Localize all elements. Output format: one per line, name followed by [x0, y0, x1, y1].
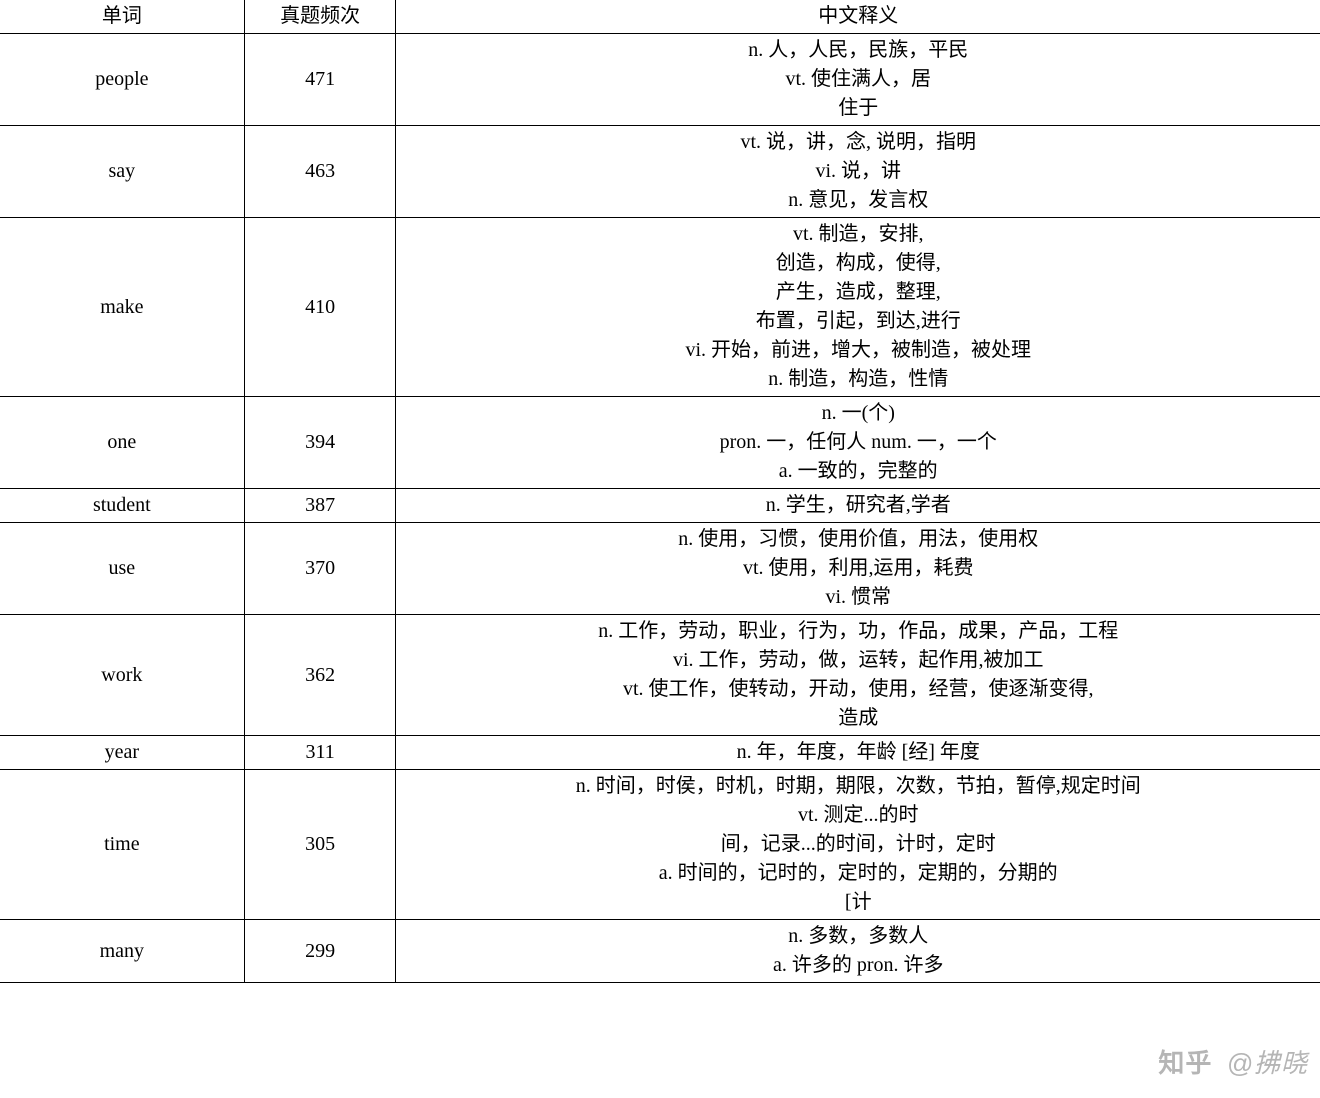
table-row: student387n. 学生，研究者,学者: [0, 489, 1320, 523]
watermark: 知乎 @拂晓: [1158, 1043, 1308, 1080]
def-line: vt. 制造，安排,: [399, 220, 1317, 249]
table-row: people471n. 人，人民，民族，平民vt. 使住满人，居住于: [0, 34, 1320, 126]
table-row: one394n. 一(个)pron. 一，任何人 num. 一，一个a. 一致的…: [0, 397, 1320, 489]
cell-freq: 410: [244, 218, 396, 397]
table-row: time305n. 时间，时侯，时机，时期，期限，次数，节拍，暂停,规定时间vt…: [0, 770, 1320, 920]
vocab-table: 单词 真题频次 中文释义 people471n. 人，人民，民族，平民vt. 使…: [0, 0, 1320, 983]
cell-def: n. 人，人民，民族，平民vt. 使住满人，居住于: [396, 34, 1320, 126]
cell-word: make: [0, 218, 244, 397]
def-line: vt. 使用，利用,运用，耗费: [399, 554, 1317, 583]
cell-freq: 394: [244, 397, 396, 489]
cell-def: n. 年，年度，年龄 [经] 年度: [396, 736, 1320, 770]
def-line: n. 人，人民，民族，平民: [399, 36, 1317, 65]
def-line: vt. 说，讲，念, 说明，指明: [399, 128, 1317, 157]
cell-def: n. 学生，研究者,学者: [396, 489, 1320, 523]
def-line: n. 制造，构造，性情: [399, 365, 1317, 394]
table-row: many299n. 多数，多数人a. 许多的 pron. 许多: [0, 920, 1320, 983]
table-row: make410vt. 制造，安排,创造，构成，使得,产生，造成，整理,布置，引起…: [0, 218, 1320, 397]
def-line: pron. 一，任何人 num. 一，一个: [399, 428, 1317, 457]
def-line: vi. 工作，劳动，做，运转，起作用,被加工: [399, 646, 1317, 675]
table-row: year311n. 年，年度，年龄 [经] 年度: [0, 736, 1320, 770]
def-line: 产生，造成，整理,: [399, 278, 1317, 307]
def-line: vt. 测定...的时: [399, 801, 1317, 830]
table-row: say463vt. 说，讲，念, 说明，指明vi. 说，讲n. 意见，发言权: [0, 126, 1320, 218]
cell-def: vt. 制造，安排,创造，构成，使得,产生，造成，整理,布置，引起，到达,进行v…: [396, 218, 1320, 397]
cell-freq: 311: [244, 736, 396, 770]
cell-word: use: [0, 523, 244, 615]
def-line: 住于: [399, 94, 1317, 123]
def-line: 创造，构成，使得,: [399, 249, 1317, 278]
cell-freq: 463: [244, 126, 396, 218]
table-header-row: 单词 真题频次 中文释义: [0, 0, 1320, 34]
table-row: use370n. 使用，习惯，使用价值，用法，使用权vt. 使用，利用,运用，耗…: [0, 523, 1320, 615]
def-line: n. 使用，习惯，使用价值，用法，使用权: [399, 525, 1317, 554]
cell-freq: 299: [244, 920, 396, 983]
def-line: a. 时间的，记时的，定时的，定期的，分期的: [399, 859, 1317, 888]
cell-word: student: [0, 489, 244, 523]
def-line: vt. 使住满人，居: [399, 65, 1317, 94]
def-line: n. 工作，劳动，职业，行为，功，作品，成果，产品，工程: [399, 617, 1317, 646]
def-line: n. 多数，多数人: [399, 922, 1317, 951]
cell-word: time: [0, 770, 244, 920]
def-line: [计: [399, 888, 1317, 917]
def-line: vt. 使工作，使转动，开动，使用，经营，使逐渐变得,: [399, 675, 1317, 704]
cell-def: n. 使用，习惯，使用价值，用法，使用权vt. 使用，利用,运用，耗费vi. 惯…: [396, 523, 1320, 615]
def-line: 间，记录...的时间，计时，定时: [399, 830, 1317, 859]
cell-freq: 305: [244, 770, 396, 920]
col-header-def: 中文释义: [396, 0, 1320, 34]
def-line: a. 一致的，完整的: [399, 457, 1317, 486]
cell-freq: 370: [244, 523, 396, 615]
cell-def: n. 多数，多数人a. 许多的 pron. 许多: [396, 920, 1320, 983]
watermark-logo: 知乎: [1158, 1048, 1212, 1078]
def-line: n. 意见，发言权: [399, 186, 1317, 215]
col-header-word: 单词: [0, 0, 244, 34]
def-line: n. 年，年度，年龄 [经] 年度: [399, 738, 1317, 767]
cell-word: say: [0, 126, 244, 218]
cell-freq: 387: [244, 489, 396, 523]
def-line: vi. 惯常: [399, 583, 1317, 612]
def-line: a. 许多的 pron. 许多: [399, 951, 1317, 980]
def-line: n. 一(个): [399, 399, 1317, 428]
cell-def: vt. 说，讲，念, 说明，指明vi. 说，讲n. 意见，发言权: [396, 126, 1320, 218]
cell-word: many: [0, 920, 244, 983]
def-line: 布置，引起，到达,进行: [399, 307, 1317, 336]
def-line: vi. 说，讲: [399, 157, 1317, 186]
cell-word: people: [0, 34, 244, 126]
cell-freq: 471: [244, 34, 396, 126]
def-line: 造成: [399, 704, 1317, 733]
col-header-freq: 真题频次: [244, 0, 396, 34]
cell-def: n. 时间，时侯，时机，时期，期限，次数，节拍，暂停,规定时间vt. 测定...…: [396, 770, 1320, 920]
def-line: n. 学生，研究者,学者: [399, 491, 1317, 520]
def-line: vi. 开始，前进，增大，被制造，被处理: [399, 336, 1317, 365]
cell-def: n. 一(个)pron. 一，任何人 num. 一，一个a. 一致的，完整的: [396, 397, 1320, 489]
watermark-handle: @拂晓: [1227, 1048, 1308, 1078]
cell-freq: 362: [244, 615, 396, 736]
table-row: work362n. 工作，劳动，职业，行为，功，作品，成果，产品，工程vi. 工…: [0, 615, 1320, 736]
cell-def: n. 工作，劳动，职业，行为，功，作品，成果，产品，工程vi. 工作，劳动，做，…: [396, 615, 1320, 736]
cell-word: work: [0, 615, 244, 736]
def-line: n. 时间，时侯，时机，时期，期限，次数，节拍，暂停,规定时间: [399, 772, 1317, 801]
cell-word: year: [0, 736, 244, 770]
cell-word: one: [0, 397, 244, 489]
